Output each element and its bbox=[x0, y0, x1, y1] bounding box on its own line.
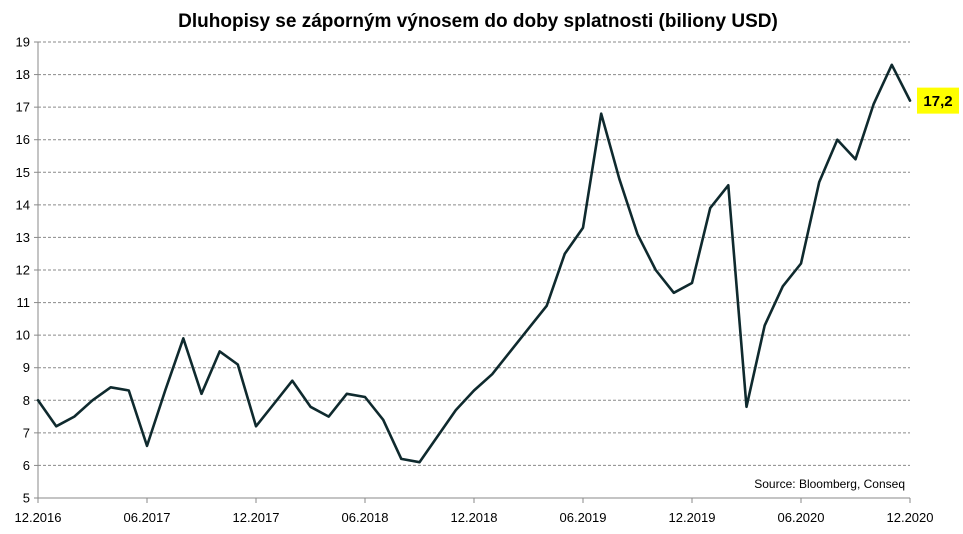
y-tick-label: 12 bbox=[16, 263, 30, 278]
y-axis-ticks: 5 6 7 8 9 10 11 12 13 14 15 16 17 18 19 bbox=[16, 35, 38, 506]
y-tick-label: 18 bbox=[16, 67, 30, 82]
y-tick-label: 5 bbox=[23, 491, 30, 506]
gridlines bbox=[38, 41, 910, 466]
x-tick-label: 12.2019 bbox=[669, 510, 716, 525]
y-tick-label: 6 bbox=[23, 458, 30, 473]
chart-title: Dluhopisy se záporným výnosem do doby sp… bbox=[178, 11, 778, 32]
y-tick-label: 9 bbox=[23, 360, 30, 375]
y-tick-label: 10 bbox=[16, 328, 30, 343]
last-value-callout: 17,2 bbox=[917, 87, 959, 114]
y-tick-label: 13 bbox=[16, 230, 30, 245]
series-line bbox=[36, 63, 912, 464]
y-tick-label: 17 bbox=[16, 100, 30, 115]
x-tick-label: 12.2020 bbox=[887, 510, 934, 525]
last-value-badge bbox=[917, 87, 959, 114]
series-group bbox=[36, 63, 912, 464]
last-value-label: 17,2 bbox=[923, 93, 952, 110]
y-tick-label: 11 bbox=[17, 295, 31, 310]
x-tick-label: 12.2018 bbox=[451, 510, 498, 525]
x-tick-label: 12.2017 bbox=[233, 510, 280, 525]
y-tick-label: 19 bbox=[16, 35, 30, 50]
x-tick-label: 06.2017 bbox=[124, 510, 171, 525]
source-note: Source: Bloomberg, Conseq bbox=[754, 477, 905, 491]
x-axis-ticks: 12.2016 06.2017 12.2017 06.2018 12.2018 06.20… bbox=[15, 498, 934, 525]
y-tick-label: 16 bbox=[16, 132, 30, 147]
x-tick-label: 06.2018 bbox=[342, 510, 389, 525]
x-tick-label: 12.2016 bbox=[15, 510, 62, 525]
x-tick-label: 06.2019 bbox=[560, 510, 607, 525]
y-tick-label: 8 bbox=[23, 393, 30, 408]
y-tick-label: 14 bbox=[16, 197, 30, 212]
y-tick-label: 7 bbox=[23, 425, 30, 440]
x-tick-label: 06.2020 bbox=[778, 510, 825, 525]
y-tick-label: 15 bbox=[16, 165, 30, 180]
